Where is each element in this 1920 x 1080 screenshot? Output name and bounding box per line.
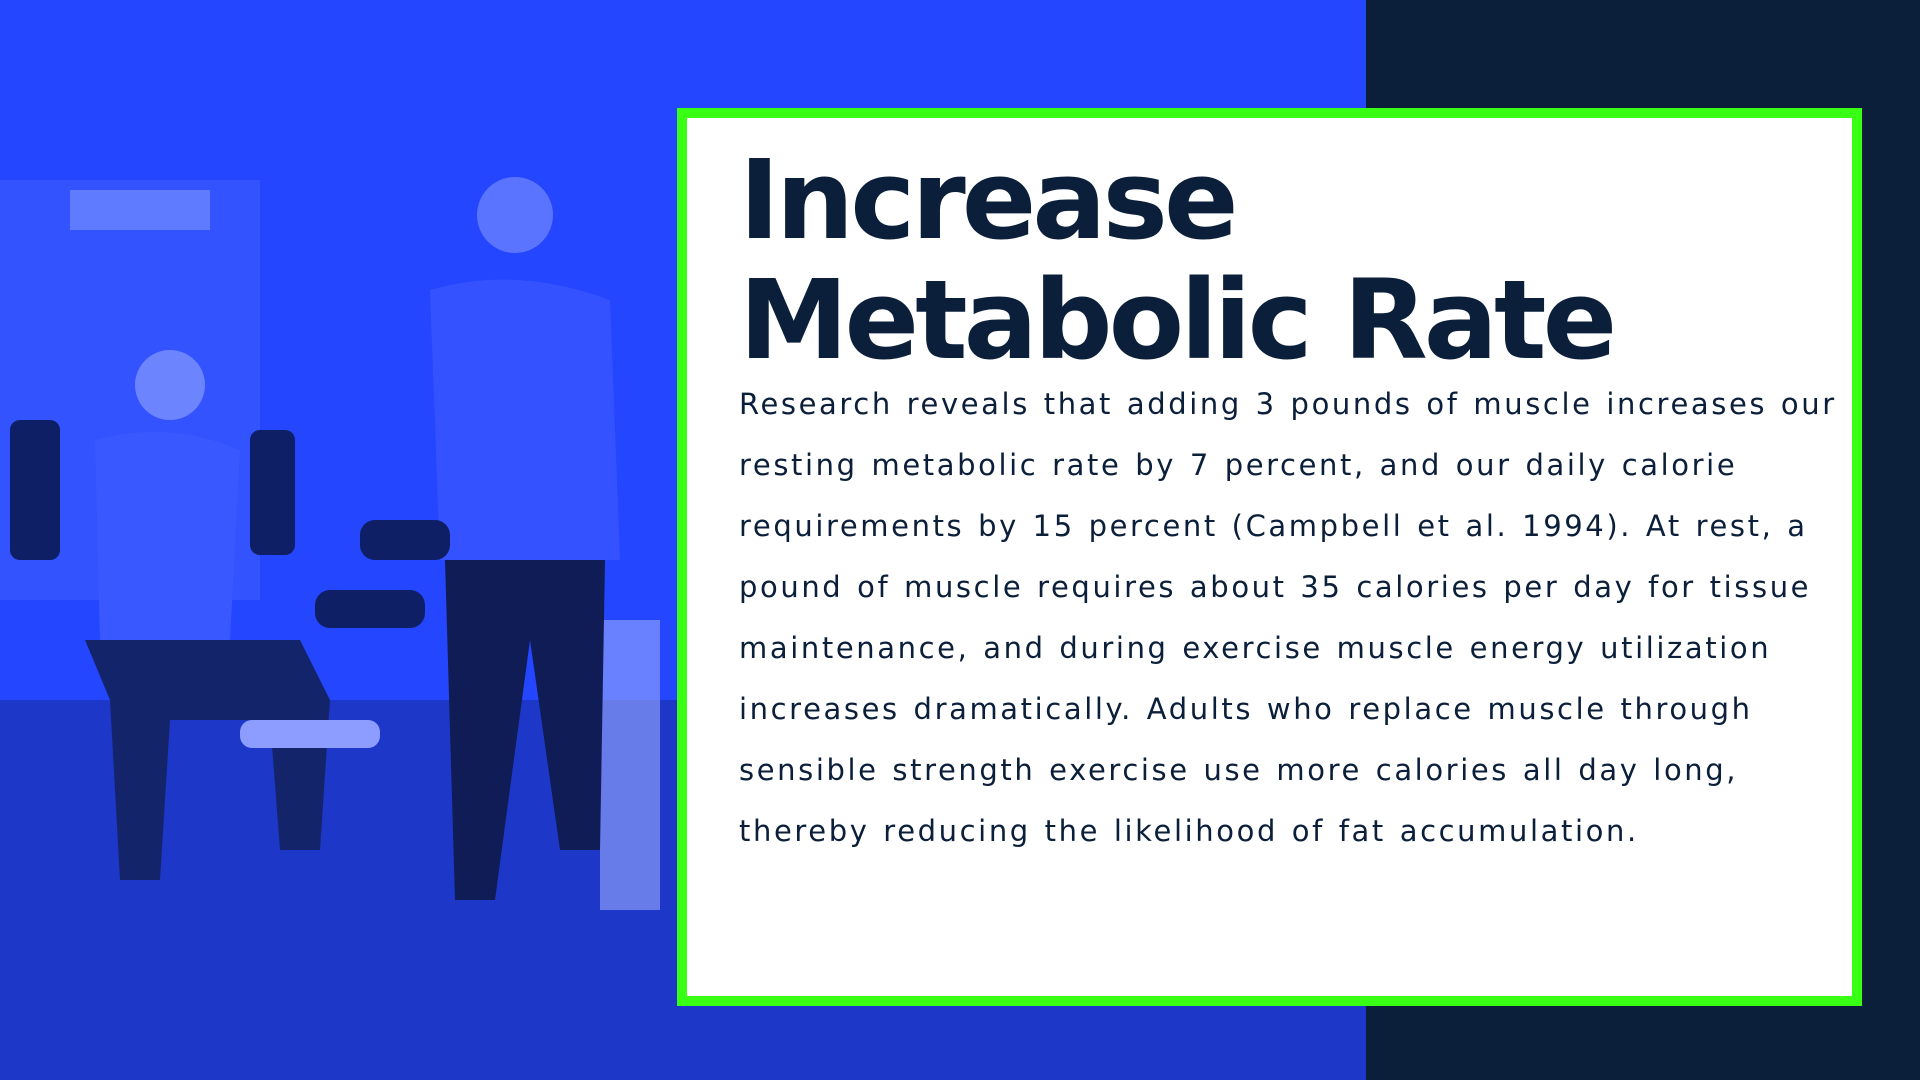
slide-body: Research reveals that adding 3 pounds of…: [739, 387, 1837, 848]
slide-title: Increase Metabolic Rate: [739, 136, 1617, 384]
content-card: Increase Metabolic Rate Research reveals…: [677, 108, 1862, 1006]
